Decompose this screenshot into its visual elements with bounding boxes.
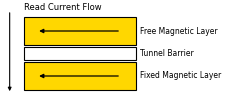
Bar <box>24 17 136 45</box>
Text: Read Current Flow: Read Current Flow <box>24 3 102 12</box>
Bar <box>24 62 136 90</box>
Text: Free Magnetic Layer: Free Magnetic Layer <box>140 26 218 36</box>
Bar <box>24 47 136 60</box>
Text: Fixed Magnetic Layer: Fixed Magnetic Layer <box>140 72 222 80</box>
Text: Tunnel Barrier: Tunnel Barrier <box>140 49 194 58</box>
